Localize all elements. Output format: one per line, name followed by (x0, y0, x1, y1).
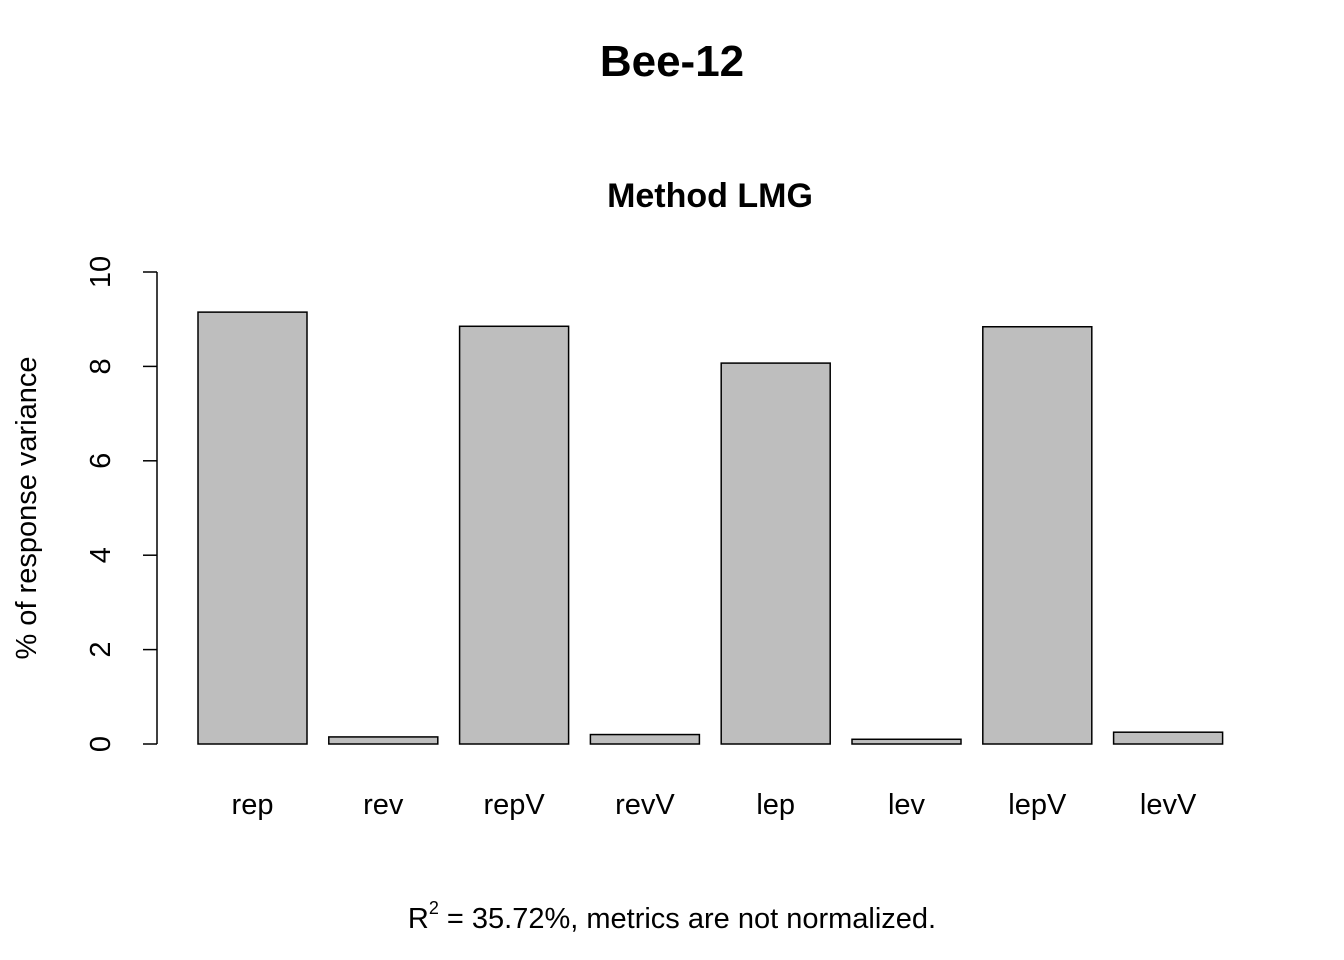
y-axis-label: % of response variance (11, 356, 43, 659)
bar-rep (197, 311, 308, 745)
footnote: R2 = 35.72%, metrics are not normalized. (408, 898, 936, 935)
chart-title: Method LMG (607, 177, 813, 215)
bar-lev (851, 738, 962, 745)
y-ticks: 0 2 4 6 8 10 (85, 256, 157, 752)
y-tick-label: 4 (85, 547, 117, 563)
bars (197, 311, 1224, 745)
bar-rev (328, 736, 439, 745)
bar-lep (720, 362, 831, 745)
main-title: Bee-12 (600, 37, 744, 86)
footnote-r-superscript: 2 (429, 898, 439, 918)
bar-revV (589, 733, 701, 745)
x-tick-label: lep (756, 789, 795, 821)
x-tick-label: lev (888, 789, 926, 821)
x-tick-label: lepV (1008, 789, 1067, 821)
y-tick-label: 8 (85, 358, 117, 374)
bar-levV (1112, 731, 1224, 745)
x-tick-label: levV (1140, 789, 1197, 821)
x-tick-label: revV (615, 789, 675, 821)
x-tick-label: rev (363, 789, 404, 821)
bar-repV (458, 325, 570, 745)
x-tick-label: repV (483, 789, 545, 821)
y-tick-label: 6 (85, 453, 117, 469)
y-axis: 0 2 4 6 8 10 (85, 256, 158, 752)
y-tick-label: 10 (85, 256, 117, 288)
y-tick-label: 2 (85, 642, 117, 658)
x-tick-label: rep (232, 789, 274, 821)
bar-lepV (982, 326, 1093, 745)
footnote-text: = 35.72%, metrics are not normalized. (439, 903, 936, 935)
footnote-r-symbol: R (408, 903, 429, 935)
y-tick-label: 0 (85, 736, 117, 752)
x-tick-labels: rep rev repV revV lep lev lepV levV (232, 789, 1197, 821)
